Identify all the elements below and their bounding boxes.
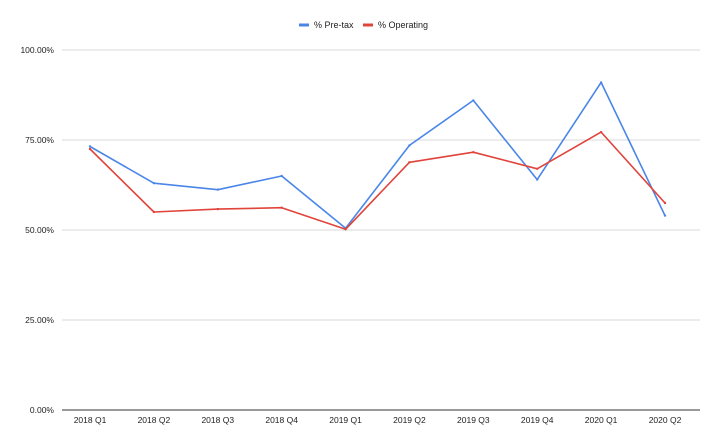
data-point <box>663 201 667 205</box>
data-point <box>152 182 156 185</box>
data-point <box>472 151 475 154</box>
data-point <box>536 178 539 181</box>
data-point <box>408 144 411 147</box>
x-tick-label: 2019 Q4 <box>521 415 554 425</box>
gridlines <box>62 49 700 411</box>
x-tick-label: 2020 Q2 <box>649 415 682 425</box>
data-point <box>599 81 603 84</box>
legend-label: % Operating <box>378 20 428 30</box>
y-tick-label: 75.00% <box>25 135 54 145</box>
data-point <box>280 206 283 209</box>
x-tick-label: 2019 Q1 <box>329 415 362 425</box>
legend-label: % Pre-tax <box>314 20 354 30</box>
y-tick-label: 25.00% <box>25 315 54 325</box>
data-point <box>344 228 347 231</box>
data-point <box>472 99 475 102</box>
y-tick-label: 100.00% <box>20 45 54 55</box>
series-line-pre-tax <box>89 81 666 229</box>
data-point <box>88 147 92 151</box>
y-tick-label: 50.00% <box>25 225 54 235</box>
x-tick-label: 2019 Q3 <box>457 415 490 425</box>
data-point <box>88 145 92 148</box>
x-tick-label: 2019 Q2 <box>393 415 426 425</box>
data-point <box>152 210 156 214</box>
x-tick-label: 2020 Q1 <box>585 415 618 425</box>
data-point <box>536 167 539 170</box>
x-tick-label: 2018 Q1 <box>74 415 107 425</box>
data-point <box>280 174 283 178</box>
data-point <box>408 161 411 164</box>
legend: % Pre-tax % Operating <box>299 20 428 30</box>
x-axis: 2018 Q1 2018 Q2 2018 Q3 2018 Q4 2019 Q1 2019 … <box>74 415 682 425</box>
series-line-operating <box>89 131 666 231</box>
y-axis: 0.00% 25.00% 50.00% 75.00% 100.00% <box>20 45 54 415</box>
x-tick-label: 2018 Q3 <box>201 415 234 425</box>
x-tick-label: 2018 Q2 <box>138 415 171 425</box>
data-point <box>599 130 603 134</box>
series-layer <box>88 81 667 231</box>
data-point <box>216 188 219 191</box>
data-point <box>663 214 667 217</box>
y-tick-label: 0.00% <box>30 405 55 415</box>
data-point <box>216 207 219 211</box>
x-tick-label: 2018 Q4 <box>265 415 298 425</box>
